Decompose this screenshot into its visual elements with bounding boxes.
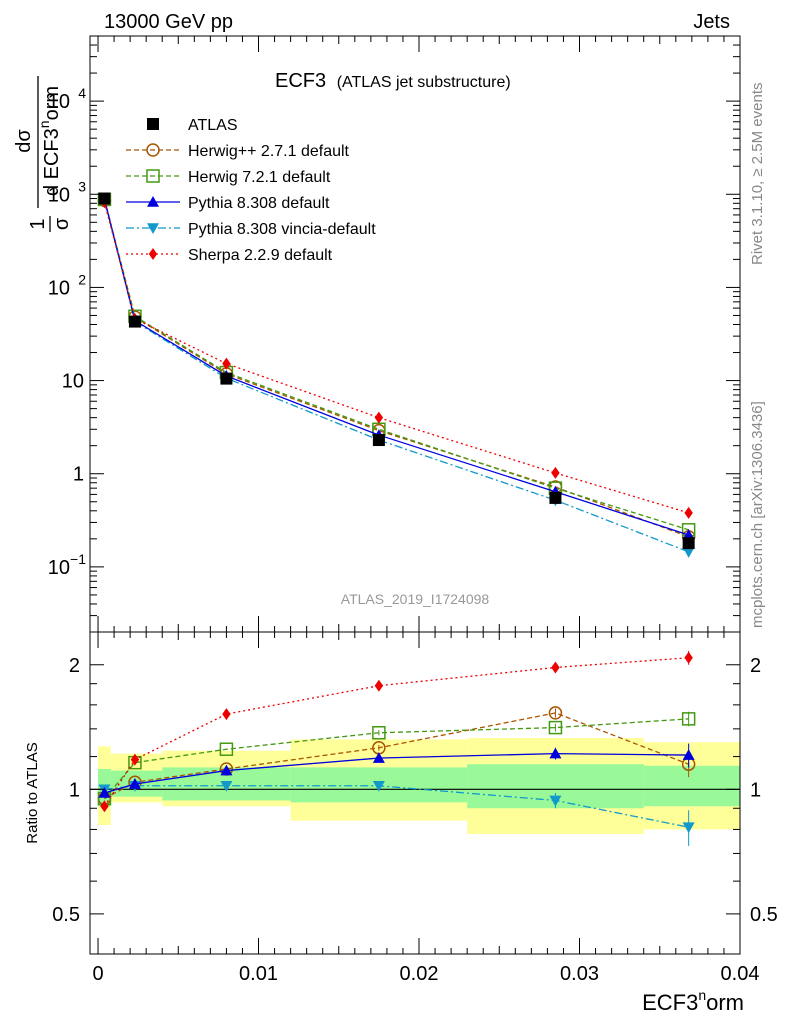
ratio-point-herwig_pp-4 [548,706,563,720]
ratio-point-herwig7-4 [548,720,563,735]
main-point-atlas-4 [549,491,562,504]
main-point-sherpa-4 [551,466,560,479]
main-ytick-label-2: 10 [62,371,84,393]
x-tick-label-3: 0.03 [560,963,599,985]
ylabel-sigma: σ [51,217,73,230]
x-tick-label-0: 0 [92,963,103,985]
ratio-line-pythia [104,752,689,794]
legend-label-vincia: Pythia 8.308 vincia-default [188,221,376,238]
ylabel-one: 1 [27,218,49,229]
main-point-atlas-1 [128,315,141,328]
main-line-sherpa [103,202,689,514]
ratio-point-herwig7-2 [219,742,234,756]
main-title: ECF3 (ATLAS jet substructure) [275,70,511,92]
ratio-line-vincia [104,785,689,828]
x-tick-label-2: 0.02 [400,963,439,985]
main-point-atlas-5 [682,537,695,550]
main-subtitle-text: (ATLAS jet substructure) [337,74,511,91]
ratio-point-pythia-1 [128,778,141,789]
ratio-point-vincia-2 [220,780,233,792]
analysis-label: ATLAS_2019_I1724098 [341,591,490,607]
ratio-y-axis-label: Ratio to ATLAS [24,742,41,843]
legend-label-herwig_pp: Herwig++ 2.7.1 default [188,143,350,160]
ratio-ytick-label-right-2: 2 [750,655,761,677]
ratio-point-sherpa-4 [551,661,560,674]
legend-label-pythia: Pythia 8.308 default [188,195,330,212]
ratio-point-herwig_pp-3 [372,741,386,755]
mcplots-credit-label: mcplots.cern.ch [arXiv:1306.3436] [749,401,766,628]
legend-marker-vincia [147,223,159,234]
main-ytick-label-0: 10 [48,557,70,579]
ratio-point-sherpa-5 [684,651,693,664]
ratio-point-vincia-5 [682,822,695,834]
ratio-panel-frame [89,631,741,955]
main-ytick-label-3: 10 [48,277,70,299]
main-line-herwig7 [103,199,689,531]
ratio-panel: 0.5 0.5 1 1 2 2 0 0.01 0.02 0.03 0.04 Ratio to ATL… [24,631,778,1015]
main-ytick-exp-5: 4 [78,85,86,101]
main-point-atlas-3 [372,434,385,447]
ratio-point-sherpa-3 [374,679,384,692]
ratio-point-pythia-5 [682,749,695,760]
ratio-point-pythia-0 [98,786,111,798]
ratio-point-pythia-3 [372,752,385,763]
ratio-point-sherpa-0 [100,800,109,813]
ratio-ytick-label-1: 1 [69,779,80,801]
main-point-sherpa-3 [374,411,384,424]
ylabel-decf: d ECF3norm [36,86,63,196]
ratio-point-sherpa-2 [222,708,231,721]
ratio-point-herwig7-5 [681,712,696,726]
main-point-sherpa-5 [684,506,693,519]
ratio-ytick-label-right-0: 0.5 [750,904,778,926]
main-ytick-label-5: 10 [48,91,70,113]
main-point-pythia-5 [682,528,695,540]
ratio-point-sherpa-1 [130,753,140,766]
ratio-ytick-label-right-1: 1 [750,779,761,801]
x-tick-label-4: 0.04 [721,963,760,985]
main-ytick-label-1: 1 [73,464,84,486]
process-label: Jets [693,11,730,33]
legend: ATLAS Herwig++ 2.7.1 default Herwig 7.2.1 … [126,117,376,264]
main-line-vincia [103,197,689,553]
collision-label: 13000 GeV pp [104,11,233,33]
main-ytick-exp-3: 2 [78,271,86,287]
legend-label-herwig7: Herwig 7.2.1 default [188,169,331,186]
ratio-point-vincia-3 [372,780,385,792]
legend-label-sherpa: Sherpa 2.2.9 default [188,247,333,264]
ratio-band-inner-5 [643,765,740,807]
legend-marker-sherpa [148,248,158,260]
ratio-line-herwig7 [103,718,689,799]
main-y-axis-label: 1 σ dσ d ECF3norm [13,76,73,232]
main-title-text: ECF3 [275,70,326,92]
x-tick-label-1: 0.01 [239,963,278,985]
ratio-axis-ticks: 0.5 0.5 1 1 2 2 0 0.01 0.02 0.03 0.04 [52,632,778,985]
ratio-ytick-label-2: 2 [69,655,80,677]
legend-marker-pythia [147,196,159,207]
main-ytick-exp-4: 3 [78,178,86,194]
rivet-version-label: Rivet 3.1.10, ≥ 2.5M events [749,83,766,266]
main-point-sherpa-2 [222,357,231,370]
legend-marker-herwig7 [146,169,160,183]
ratio-point-pythia-2 [220,764,233,776]
legend-label-atlas: ATLAS [188,117,238,134]
legend-marker-herwig_pp [146,143,160,157]
legend-marker-atlas [147,118,159,130]
ratio-ytick-label-0: 0.5 [52,904,80,926]
ratio-line-sherpa [103,657,689,807]
main-ytick-label-4: 10 [48,184,70,206]
main-point-atlas-2 [220,372,233,385]
x-axis-label: ECF3norm [642,987,744,1015]
main-ytick-exp-0: −1 [70,551,86,567]
ratio-point-pythia-4 [549,747,562,759]
ylabel-dsigma: dσ [13,129,35,153]
ratio-point-vincia-4 [549,795,562,807]
main-point-vincia-5 [682,547,695,558]
main-point-atlas-0 [98,192,111,205]
ratio-point-herwig7-3 [372,726,386,740]
